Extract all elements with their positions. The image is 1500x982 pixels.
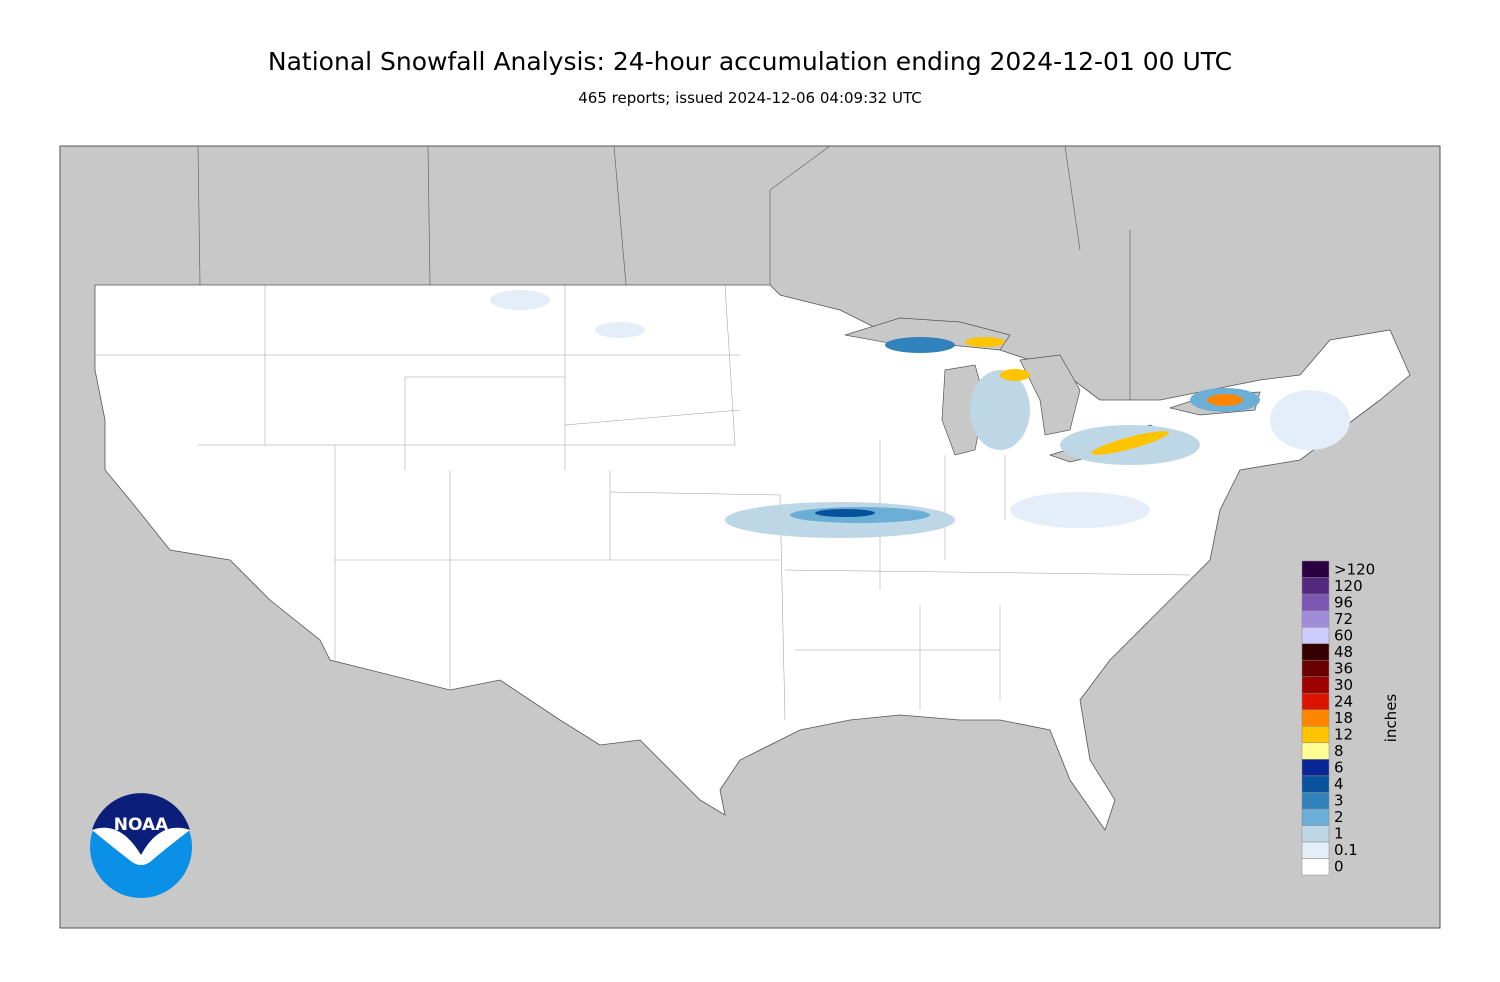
legend-swatch [1301, 709, 1330, 727]
legend-swatch [1301, 676, 1330, 694]
title: National Snowfall Analysis: 24-hour accu… [268, 47, 1232, 76]
us-landmass [94, 284, 1411, 831]
snowfall-areas [490, 290, 1350, 538]
legend-swatch [1301, 610, 1330, 628]
legend-swatch [1301, 742, 1330, 760]
legend-swatch [1301, 726, 1330, 744]
legend-label: 18 [1334, 709, 1353, 727]
legend-label: 4 [1334, 775, 1344, 793]
noaa-logo: NOAA [90, 793, 192, 898]
logo-text: NOAA [114, 815, 169, 835]
legend-swatch [1301, 593, 1330, 611]
borders [197, 145, 1131, 400]
state-lines [95, 284, 1191, 721]
legend-label: 0.1 [1334, 841, 1358, 859]
legend-label: 2 [1334, 808, 1344, 826]
legend-label: 36 [1334, 659, 1353, 677]
legend-label: 24 [1334, 692, 1353, 710]
legend-label: 96 [1334, 593, 1353, 611]
legend-swatch [1301, 560, 1330, 578]
legend-label: 1 [1334, 825, 1344, 843]
legend-swatch [1301, 841, 1330, 859]
legend: inches 00.1123468121824303648607296120>1… [1301, 560, 1400, 876]
legend-label: 48 [1334, 643, 1353, 661]
legend-swatch [1301, 659, 1330, 677]
subtitle: 465 reports; issued 2024-12-06 04:09:32 … [578, 89, 921, 107]
legend-label: 0 [1334, 858, 1344, 876]
legend-swatch [1301, 808, 1330, 826]
legend-swatch [1301, 792, 1330, 810]
legend-swatch [1301, 692, 1330, 710]
legend-label: 72 [1334, 610, 1353, 628]
legend-swatch [1301, 775, 1330, 793]
legend-label: 12 [1334, 726, 1353, 744]
legend-swatch [1301, 626, 1330, 644]
legend-title: inches [1382, 694, 1400, 743]
legend-label: 60 [1334, 626, 1353, 644]
legend-swatch [1301, 858, 1330, 876]
legend-label: 30 [1334, 676, 1353, 694]
legend-swatch [1301, 643, 1330, 661]
legend-swatch [1301, 759, 1330, 777]
legend-label: 120 [1334, 577, 1363, 595]
legend-label: >120 [1334, 560, 1375, 578]
legend-swatch [1301, 577, 1330, 595]
legend-label: 3 [1334, 792, 1344, 810]
legend-label: 6 [1334, 759, 1344, 777]
legend-label: 8 [1334, 742, 1344, 760]
legend-swatch [1301, 825, 1330, 843]
